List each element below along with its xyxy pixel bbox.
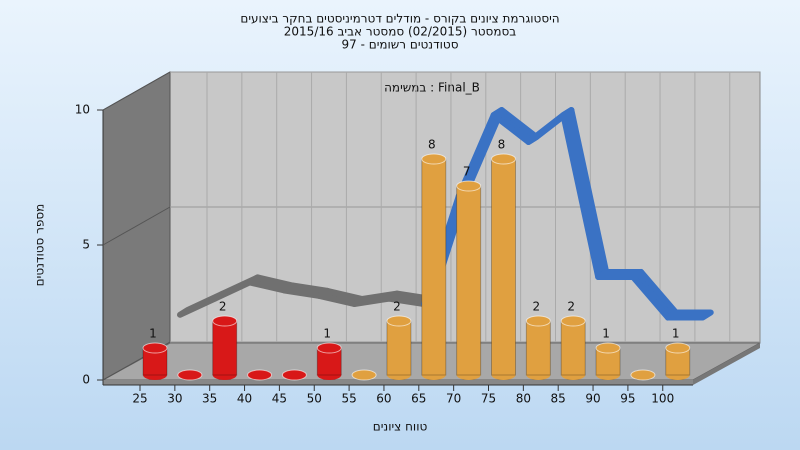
data-label: 2: [393, 300, 401, 314]
y-tick-label: 0: [82, 373, 90, 387]
y-axis-label: מספר סטודנטים: [33, 204, 47, 287]
y-tick-label: 5: [82, 238, 90, 252]
annotation: במשימה : Final_B: [384, 81, 480, 95]
data-label: 8: [428, 138, 436, 152]
data-label: 1: [149, 327, 157, 341]
x-tick-label: 30: [167, 392, 182, 406]
data-label: 1: [602, 327, 610, 341]
y-tick-label: 10: [75, 103, 90, 117]
x-tick-label: 95: [620, 392, 635, 406]
x-tick-label: 40: [237, 392, 252, 406]
floor-edge: [103, 380, 693, 385]
bar: [525, 320, 551, 376]
bar-top: [316, 342, 342, 354]
bar: [456, 185, 482, 376]
x-tick-label: 25: [132, 392, 147, 406]
bar-top: [421, 153, 447, 165]
bar-top: [560, 315, 586, 327]
bar: [421, 158, 447, 376]
x-tick-label: 70: [446, 392, 461, 406]
bar-top: [281, 369, 307, 381]
chart-subtitle: בסמסטר (02/2015) סמסטר אביב 2015/16: [284, 25, 516, 39]
x-tick-label: 45: [272, 392, 287, 406]
bar-top: [247, 369, 273, 381]
x-tick-label: 100: [651, 392, 674, 406]
grid-line: [102, 206, 171, 246]
x-tick-label: 50: [307, 392, 322, 406]
bar-top: [351, 369, 377, 381]
bar-top: [630, 369, 656, 381]
bar-top: [386, 315, 412, 327]
data-label: 2: [567, 300, 575, 314]
chart-title: היסטוגרמת ציונים בקורס - מודלים דטרמיניס…: [240, 12, 559, 26]
chart-subtitle: סטודנטים רשומים - 97: [341, 38, 458, 52]
x-tick-label: 90: [585, 392, 600, 406]
data-label: 2: [533, 300, 541, 314]
bar-top: [212, 315, 238, 327]
floor-edge: [693, 343, 760, 385]
x-tick-label: 85: [551, 392, 566, 406]
data-label: 1: [672, 327, 680, 341]
bar-top: [665, 342, 691, 354]
bar-top: [491, 153, 516, 165]
x-tick-label: 35: [202, 392, 217, 406]
bar: [212, 320, 238, 376]
curve-segment: [664, 309, 714, 321]
x-tick-label: 80: [516, 392, 531, 406]
x-tick-label: 75: [481, 392, 496, 406]
bar-top: [595, 342, 621, 354]
x-tick-label: 65: [411, 392, 426, 406]
bar: [386, 320, 412, 376]
grid-line: [102, 71, 171, 111]
bar-top: [177, 369, 203, 381]
bar: [491, 158, 516, 376]
x-tick-label: 55: [341, 392, 356, 406]
data-label: 2: [219, 300, 227, 314]
bar: [560, 320, 586, 376]
bar-top: [525, 315, 551, 327]
bar-top: [142, 342, 168, 354]
data-label: 1: [323, 327, 331, 341]
bar-top: [456, 180, 482, 192]
data-label: 8: [498, 138, 506, 152]
data-label: 7: [463, 165, 471, 179]
x-axis-label: טווח ציונים: [373, 420, 428, 434]
x-tick-label: 60: [376, 392, 391, 406]
